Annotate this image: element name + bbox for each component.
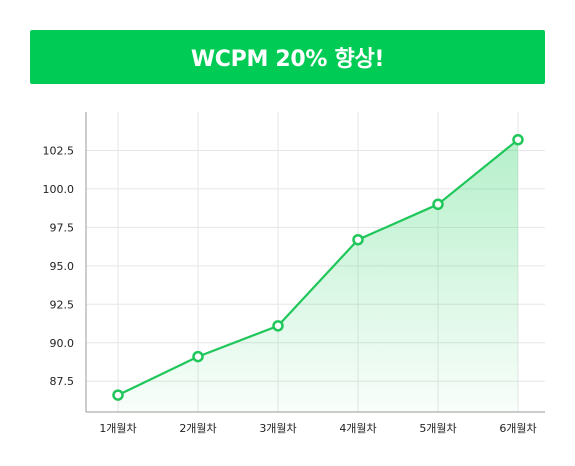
x-tick-label: 2개월차: [179, 422, 216, 435]
y-tick-label: 97.5: [50, 221, 75, 234]
y-tick-label: 92.5: [50, 298, 75, 311]
y-tick-label: 100.0: [43, 183, 75, 196]
data-point: [272, 320, 284, 332]
data-point: [352, 233, 364, 246]
data-point: [192, 350, 204, 363]
x-tick-label: 1개월차: [99, 422, 136, 435]
x-tick-label: 4개월차: [339, 422, 376, 435]
series-line: [117, 138, 519, 397]
y-tick-label: 87.5: [50, 375, 75, 388]
x-tick-label: 5개월차: [419, 422, 456, 435]
series: [112, 133, 524, 412]
data-point: [512, 133, 524, 146]
y-tick-label: 102.5: [43, 144, 75, 157]
y-tick-label: 95.0: [50, 260, 75, 273]
y-tick-labels: 87.5 90.0 92.5 95.0 97.5 100.0 102.5: [43, 144, 75, 388]
y-tick-label: 90.0: [50, 337, 75, 350]
x-tick-label: 3개월차: [259, 422, 296, 435]
x-tick-labels: 1개월차 2개월차 3개월차 4개월차 5개월차 6개월차: [99, 422, 536, 435]
headline-text: WCPM 20% 향상!: [190, 47, 385, 72]
headline-banner: WCPM 20% 향상!: [30, 30, 545, 84]
x-tick-label: 6개월차: [499, 422, 536, 435]
data-point: [432, 198, 444, 211]
data-point: [112, 389, 124, 401]
series-area-fill: [118, 139, 518, 412]
